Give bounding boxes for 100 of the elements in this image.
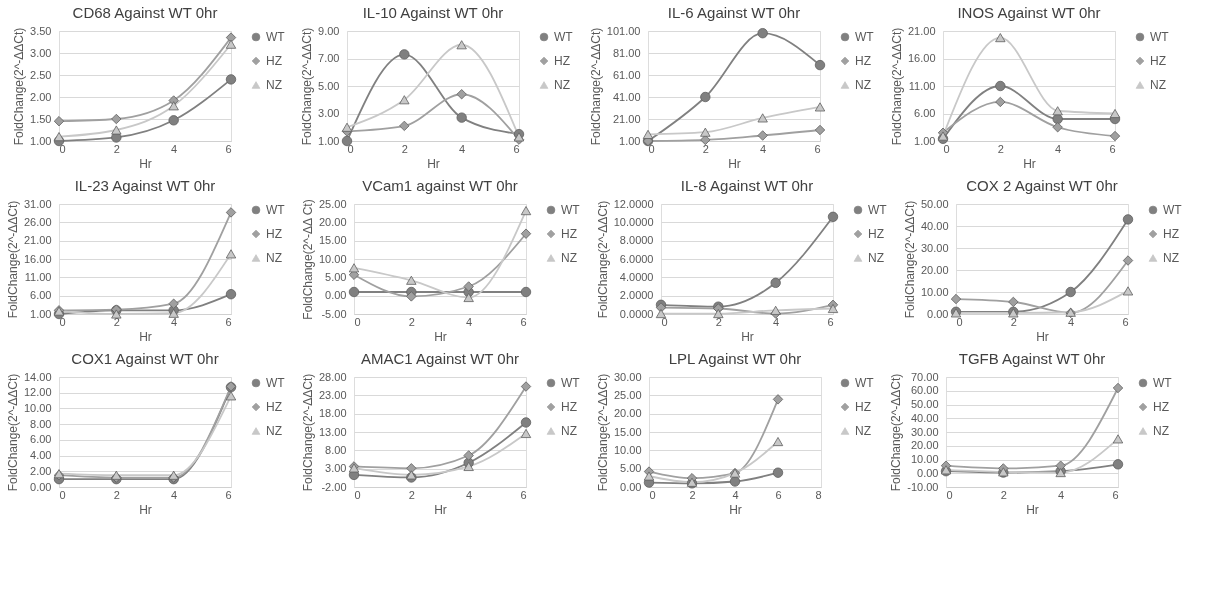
y-tick-label: 4.0000 xyxy=(619,270,654,283)
y-tick-label: 14.00 xyxy=(23,370,52,383)
y-tick-label: 70.00 xyxy=(910,370,939,383)
x-tick-label: 0 xyxy=(59,488,66,501)
chart-title: COX1 Against WT 0hr xyxy=(71,350,219,367)
y-tick-label: 10.00 xyxy=(910,453,939,465)
x-tick-label: 6 xyxy=(1122,315,1129,328)
x-tick-label: 8 xyxy=(815,488,822,501)
y-tick-label: 30.00 xyxy=(920,241,949,254)
x-tick-label: 2 xyxy=(113,142,120,155)
legend-label: HZ xyxy=(855,54,871,68)
x-tick-label: 0 xyxy=(661,315,668,328)
x-tick-label: 0 xyxy=(943,142,950,155)
y-tick-label: -5.00 xyxy=(321,307,347,320)
legend-label: WT xyxy=(561,376,581,390)
y-tick-label: 60.00 xyxy=(910,384,939,397)
legend-label: WT xyxy=(266,30,286,44)
chart-title: INOS Against WT 0hr xyxy=(957,4,1101,21)
x-tick-label: 6 xyxy=(1109,142,1116,155)
y-tick-label: 6.00 xyxy=(30,433,52,446)
x-tick-label: 2 xyxy=(997,142,1004,155)
legend-label: NZ xyxy=(1153,424,1169,438)
y-tick-label: 81.00 xyxy=(612,46,641,59)
legend-label: WT xyxy=(868,203,888,217)
y-tick-label: 20.00 xyxy=(910,439,939,452)
y-tick-label: 9.00 xyxy=(318,24,340,37)
x-tick-label: 2 xyxy=(113,488,120,501)
y-tick-label: 3.00 xyxy=(325,462,347,475)
y-tick-label: 12.0000 xyxy=(613,197,654,210)
y-axis-title: FoldChange(2^-ΔΔ Ct) xyxy=(300,199,315,320)
y-tick-label: 6.0000 xyxy=(619,252,654,265)
legend-label: HZ xyxy=(868,227,884,241)
x-tick-label: 2 xyxy=(715,315,722,328)
chart-title: IL-6 Against WT 0hr xyxy=(667,4,801,21)
y-tick-label: 7.00 xyxy=(318,52,340,64)
legend-label: HZ xyxy=(855,400,871,414)
y-tick-label: 5.00 xyxy=(325,270,347,283)
y-tick-label: 30.00 xyxy=(613,370,642,383)
chart-title: TGFB Against WT 0hr xyxy=(958,350,1106,367)
legend-label: HZ xyxy=(1153,400,1169,414)
y-tick-label: -10.00 xyxy=(907,480,939,493)
x-tick-label: 4 xyxy=(171,315,178,328)
x-tick-label: 6 xyxy=(827,315,834,328)
y-tick-label: 0.00 xyxy=(325,289,347,302)
y-tick-label: 1.00 xyxy=(30,307,52,320)
x-tick-label: 0 xyxy=(59,142,66,155)
y-axis-title: FoldChange(2^-ΔΔCt) xyxy=(889,27,904,146)
y-tick-label: 3.00 xyxy=(318,107,340,119)
x-tick-label: 2 xyxy=(113,315,120,328)
y-tick-label: 1.00 xyxy=(30,134,52,147)
y-axis-title: FoldChange(2^-ΔΔCt) xyxy=(588,27,603,146)
y-tick-label: 10.0000 xyxy=(613,215,654,228)
x-tick-label: 2 xyxy=(1010,315,1017,328)
y-axis-title: FoldChange(2^-ΔΔCt) xyxy=(300,373,315,492)
y-tick-label: 30.00 xyxy=(910,425,939,438)
legend-label: HZ xyxy=(561,400,577,414)
x-tick-label: 4 xyxy=(1058,488,1065,501)
x-tick-label: 4 xyxy=(466,488,473,501)
x-tick-label: 2 xyxy=(401,142,408,155)
legend-label: NZ xyxy=(554,78,570,92)
y-tick-label: 8.00 xyxy=(325,443,347,456)
x-axis-title: Hr xyxy=(1036,329,1049,344)
legend-label: WT xyxy=(1150,30,1170,44)
x-axis-title: Hr xyxy=(1023,156,1036,171)
y-tick-label: 10.00 xyxy=(613,443,642,456)
y-tick-label: 25.00 xyxy=(318,197,347,210)
y-tick-label: 13.00 xyxy=(318,425,347,438)
y-tick-label: 1.00 xyxy=(318,134,340,147)
y-tick-label: 1.50 xyxy=(30,112,52,125)
x-tick-label: 0 xyxy=(946,488,953,501)
y-tick-label: 101.00 xyxy=(606,24,641,37)
x-axis-title: Hr xyxy=(139,502,152,517)
y-tick-label: 11.00 xyxy=(24,270,52,283)
y-axis-title: FoldChange(2^-ΔΔCt) xyxy=(595,200,610,319)
legend-label: WT xyxy=(855,30,875,44)
x-tick-label: 2 xyxy=(408,488,415,501)
y-tick-label: 21.00 xyxy=(612,112,641,125)
x-tick-label: 2 xyxy=(689,488,696,501)
y-tick-label: -2.00 xyxy=(321,480,347,493)
legend-label: NZ xyxy=(855,424,871,438)
legend-label: HZ xyxy=(1150,54,1166,68)
x-tick-label: 4 xyxy=(773,315,780,328)
y-tick-label: 0.00 xyxy=(620,480,642,493)
y-tick-label: 8.00 xyxy=(30,417,52,430)
y-tick-label: 1.00 xyxy=(914,134,936,147)
chart-title: AMAC1 Against WT 0hr xyxy=(360,350,520,367)
y-tick-label: 6.00 xyxy=(914,107,936,119)
x-axis-title: Hr xyxy=(139,329,152,344)
legend-label: HZ xyxy=(554,54,570,68)
y-tick-label: 61.00 xyxy=(612,68,641,81)
y-tick-label: 21.00 xyxy=(907,24,936,37)
y-tick-label: 40.00 xyxy=(920,219,949,232)
legend-label: NZ xyxy=(266,78,282,92)
x-tick-label: 4 xyxy=(760,142,767,155)
y-tick-label: 21.00 xyxy=(23,234,52,247)
chart-title: LPL Against WT 0hr xyxy=(668,350,802,367)
x-tick-label: 6 xyxy=(225,488,232,501)
x-tick-label: 4 xyxy=(466,315,473,328)
x-tick-label: 6 xyxy=(520,315,527,328)
y-tick-label: 11.00 xyxy=(908,79,936,92)
